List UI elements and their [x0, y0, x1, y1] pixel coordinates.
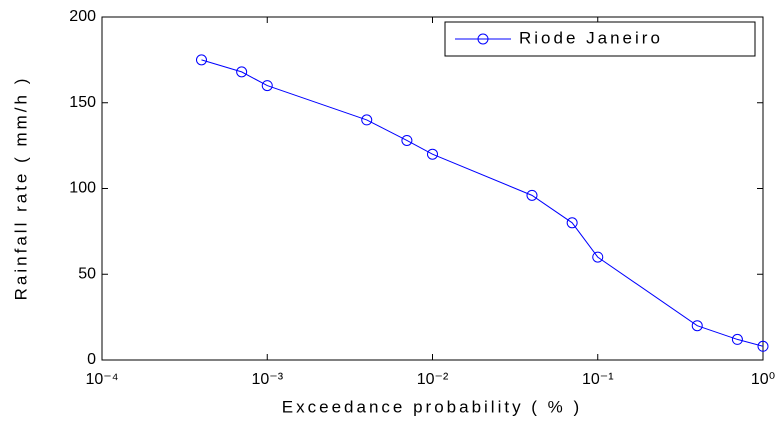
point-marker — [427, 148, 438, 160]
x-tick-label: 10⁰ — [751, 371, 775, 388]
y-tick-label: 150 — [69, 94, 96, 111]
point-marker — [566, 217, 578, 229]
point-marker — [691, 320, 703, 332]
point-marker — [236, 66, 248, 78]
x-tick-label: 10⁻⁴ — [85, 371, 118, 388]
point-marker — [592, 251, 604, 263]
y-tick-label: 100 — [69, 180, 96, 197]
axes-box — [101, 16, 764, 361]
y-tick-label: 200 — [69, 8, 96, 25]
point-marker — [526, 189, 538, 201]
y-tick-label: 50 — [78, 265, 96, 282]
point-marker — [731, 333, 743, 345]
point-marker — [261, 80, 273, 92]
y-axis-label: Rainfall rate ( mm/h ) — [11, 76, 30, 301]
point-marker — [361, 114, 373, 126]
point-marker — [757, 340, 769, 352]
point-marker — [195, 54, 207, 66]
x-tick-label: 10⁻¹ — [582, 371, 614, 388]
point-marker — [401, 134, 413, 146]
legend-label: Riode Janeiro — [519, 28, 663, 47]
x-tick-label: 10⁻² — [417, 371, 449, 388]
legend-marker — [477, 33, 489, 45]
x-axis-label: Exceedance probability ( % ) — [282, 397, 582, 416]
y-tick-label: 0 — [87, 351, 96, 368]
series-line — [201, 59, 764, 347]
x-tick-label: 10⁻³ — [251, 371, 283, 388]
